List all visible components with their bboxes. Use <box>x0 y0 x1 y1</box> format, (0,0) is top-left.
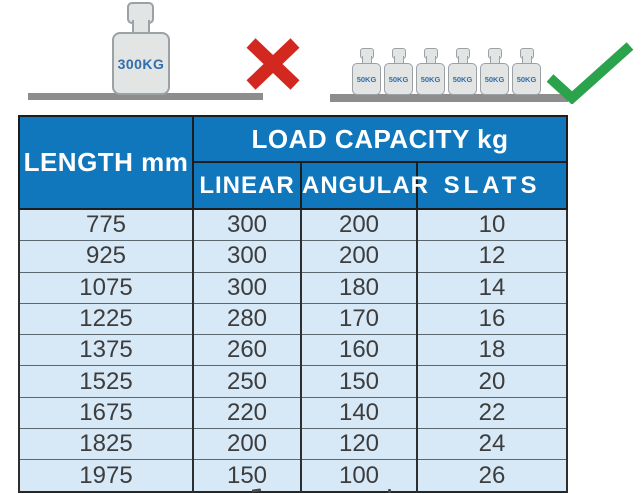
table-row: 1225 280 170 16 <box>18 302 569 336</box>
table-cell: 200 <box>300 208 418 242</box>
table-body: 775 300 200 10 925 300 200 12 1075 300 1… <box>18 208 569 493</box>
table-cell: 14 <box>415 271 569 304</box>
table-cell: 1225 <box>18 302 194 336</box>
table-cell: 200 <box>192 428 302 461</box>
weight-label: 50KG <box>484 74 505 84</box>
table-cell: 24 <box>415 428 569 461</box>
weight-50kg: 50KG <box>512 48 542 95</box>
weight-300kg: 300KG <box>111 2 171 95</box>
weight-body: 50KG <box>512 63 541 95</box>
table-row: 1375 260 160 18 <box>18 334 569 367</box>
table-cell: 1675 <box>18 396 194 430</box>
table-cell: 250 <box>192 365 302 398</box>
weight-neck <box>458 56 468 65</box>
weight-body: 50KG <box>416 63 445 95</box>
cropped-text-fragment <box>388 489 391 493</box>
table-row: 1525 250 150 20 <box>18 365 569 398</box>
weight-50kg: 50KG <box>352 48 382 95</box>
table-cell: 1825 <box>18 428 194 461</box>
table-cell: 26 <box>415 459 569 493</box>
weight-label: 300KG <box>117 55 165 72</box>
weight-label: 50KG <box>420 74 441 84</box>
x-icon <box>246 38 300 90</box>
weight-neck <box>362 56 372 65</box>
shelf-bar <box>330 94 568 102</box>
table-cell: 120 <box>300 428 418 461</box>
table-cell: 12 <box>415 240 569 273</box>
weight-50kg: 50KG <box>480 48 510 95</box>
table-cell: 22 <box>415 396 569 430</box>
weight-label: 50KG <box>452 74 473 84</box>
shelf-bar <box>28 93 263 100</box>
table-cell: 150 <box>300 365 418 398</box>
table-cell: 1075 <box>18 271 194 304</box>
table-cell: 150 <box>192 459 302 493</box>
table-cell: 1975 <box>18 459 194 493</box>
table-cell: 925 <box>18 240 194 273</box>
table-cell: 260 <box>192 334 302 367</box>
header-linear: LINEAR <box>192 161 302 210</box>
table-row: 1675 220 140 22 <box>18 396 569 430</box>
table-cell: 10 <box>415 208 569 242</box>
table-cell: 20 <box>415 365 569 398</box>
table-cell: 300 <box>192 240 302 273</box>
header-length-mm: LENGTH mm <box>18 115 194 210</box>
table-row: 1825 200 120 24 <box>18 428 569 461</box>
header-load-capacity: LOAD CAPACITY kg <box>191 115 569 163</box>
weight-neck <box>490 56 500 65</box>
weight-body: 50KG <box>448 63 477 95</box>
weight-body: 50KG <box>480 63 509 95</box>
weight-label: 50KG <box>356 74 377 84</box>
table-cell: 1525 <box>18 365 194 398</box>
table-cell: 180 <box>300 271 418 304</box>
table-cell: 140 <box>300 396 418 430</box>
load-capacity-table: LENGTH mm LOAD CAPACITY kg LINEAR ANGULA… <box>18 115 569 493</box>
weight-50kg: 50KG <box>384 48 414 95</box>
header-slats: SLATS <box>415 161 569 210</box>
table-header: LENGTH mm LOAD CAPACITY kg LINEAR ANGULA… <box>18 115 569 210</box>
table-cell: 1375 <box>18 334 194 367</box>
table-cell: 200 <box>300 240 418 273</box>
table-row: 925 300 200 12 <box>18 240 569 273</box>
weight-body: 50KG <box>384 63 413 95</box>
weight-body: 50KG <box>352 63 381 95</box>
table-cell: 280 <box>192 302 302 336</box>
table-cell: 220 <box>192 396 302 430</box>
table-cell: 170 <box>300 302 418 336</box>
weight-label: 50KG <box>516 74 537 84</box>
weight-50kg: 50KG <box>416 48 446 95</box>
weight-label: 50KG <box>388 74 409 84</box>
table-row: 1075 300 180 14 <box>18 271 569 304</box>
table-header-row: LENGTH mm LOAD CAPACITY kg <box>18 115 569 210</box>
table-row: 1975 150 100 26 <box>18 459 569 493</box>
table-cell: 160 <box>300 334 418 367</box>
table-cell: 16 <box>415 302 569 336</box>
table-cell: 775 <box>18 208 194 242</box>
weight-neck <box>522 56 532 65</box>
table-cell: 100 <box>300 459 418 493</box>
weight-neck <box>426 56 436 65</box>
weight-50kg: 50KG <box>448 48 478 95</box>
table-row: 775 300 200 10 <box>18 208 569 242</box>
header-angular: ANGULAR <box>300 161 428 210</box>
table-cell: 300 <box>192 271 302 304</box>
table-cell: 18 <box>415 334 569 367</box>
weight-body: 300KG <box>112 32 170 95</box>
weight-neck <box>394 56 404 65</box>
table-cell: 300 <box>192 208 302 242</box>
check-icon <box>546 42 634 104</box>
table-subheader-row: LINEAR ANGULAR SLATS <box>19 161 569 210</box>
